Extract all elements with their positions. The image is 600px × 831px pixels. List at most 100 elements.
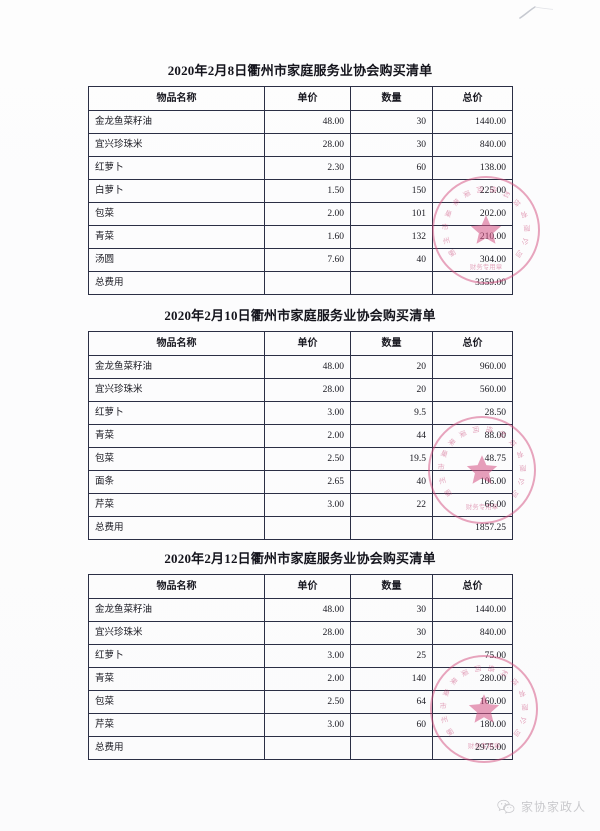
cell-total: 840.00 [432,621,513,645]
purchase-table-1: 物品名称 单价 数量 总价 金龙鱼菜籽油 48.00 30 1440.00 宜兴… [88,86,513,295]
table-row: 包菜 2.50 19.5 48.75 [88,447,513,471]
cell-item-name: 宜兴珍珠米 [88,621,265,645]
table-row: 包菜 2.50 64 160.00 [88,690,513,714]
cell-item-name: 青菜 [88,667,265,691]
cell-unit-price: 3.00 [264,401,351,425]
cell-quantity: 132 [350,225,433,249]
cell-total: 1440.00 [432,110,513,134]
table-row: 红萝卜 3.00 25 75.00 [88,644,513,668]
cell-unit-price: 48.00 [264,598,351,622]
cell-total: 180.00 [432,713,513,737]
table-title-2: 2020年2月10日衢州市家庭服务业协会购买清单 [164,308,436,323]
cell-item-name: 金龙鱼菜籽油 [88,598,265,622]
cell-unit-price: 2.00 [264,202,351,226]
cell-item-name: 包菜 [88,447,265,471]
cell-unit-price: 3.00 [264,644,351,668]
wechat-account-name: 家协家政人 [520,800,586,814]
cell-unit-price [264,516,351,540]
col-header-qty: 数量 [350,331,433,356]
table-row: 宜兴珍珠米 28.00 20 560.00 [88,378,513,402]
cell-total: 304.00 [432,248,513,272]
col-header-name: 物品名称 [88,574,265,599]
col-header-total: 总价 [432,86,513,111]
cell-total: 88.00 [432,424,513,448]
cell-item-name: 青菜 [88,424,265,448]
table-row: 金龙鱼菜籽油 48.00 30 1440.00 [88,598,513,622]
cell-quantity: 60 [350,156,433,180]
cell-unit-price [264,271,351,295]
col-header-qty: 数量 [350,86,433,111]
cell-quantity: 150 [350,179,433,203]
cell-quantity [350,271,433,295]
table-title-1: 2020年2月8日衢州市家庭服务业协会购买清单 [167,63,433,78]
table-header-row: 物品名称 单价 数量 总价 [88,574,513,599]
cell-quantity: 40 [350,470,433,494]
cell-total: 75.00 [432,644,513,668]
cell-item-name: 宜兴珍珠米 [88,133,265,157]
cell-total: 280.00 [432,667,513,691]
cell-quantity: 44 [350,424,433,448]
purchase-list-block-2: 2020年2月10日衢州市家庭服务业协会购买清单 物品名称 单价 数量 总价 金… [88,305,513,540]
purchase-table-3: 物品名称 单价 数量 总价 金龙鱼菜籽油 48.00 30 1440.00 宜兴… [88,574,513,760]
cell-grand-total: 1857.25 [432,516,513,540]
purchase-list-block-3: 2020年2月12日衢州市家庭服务业协会购买清单 物品名称 单价 数量 总价 金… [88,548,513,760]
col-header-total: 总价 [432,574,513,599]
purchase-table-2: 物品名称 单价 数量 总价 金龙鱼菜籽油 48.00 20 960.00 宜兴珍… [88,331,513,540]
cell-total: 560.00 [432,378,513,402]
table-row: 芹菜 3.00 22 66.00 [88,493,513,517]
cell-total: 840.00 [432,133,513,157]
cell-total: 66.00 [432,493,513,517]
table-row: 金龙鱼菜籽油 48.00 30 1440.00 [88,110,513,134]
cell-total: 960.00 [432,355,513,379]
wechat-signature: 家协家政人 [497,798,586,815]
cell-quantity: 19.5 [350,447,433,471]
table-row: 青菜 2.00 44 88.00 [88,424,513,448]
table-title-3: 2020年2月12日衢州市家庭服务业协会购买清单 [164,551,436,566]
cell-item-name: 红萝卜 [88,401,265,425]
cell-grand-total: 3359.00 [432,271,513,295]
cell-unit-price: 48.00 [264,110,351,134]
cell-item-name: 金龙鱼菜籽油 [88,355,265,379]
cell-quantity: 30 [350,598,433,622]
cell-unit-price: 7.60 [264,248,351,272]
cell-unit-price [264,736,351,760]
table-row: 宜兴珍珠米 28.00 30 840.00 [88,133,513,157]
table-row: 红萝卜 2.30 60 138.00 [88,156,513,180]
col-header-qty: 数量 [350,574,433,599]
wechat-icon [497,799,515,814]
cell-total: 202.00 [432,202,513,226]
cell-unit-price: 2.65 [264,470,351,494]
cell-quantity: 22 [350,493,433,517]
cell-unit-price: 2.50 [264,447,351,471]
cell-total: 138.00 [432,156,513,180]
cell-quantity: 30 [350,133,433,157]
cell-unit-price: 2.50 [264,690,351,714]
cell-unit-price: 28.00 [264,621,351,645]
table-row: 红萝卜 3.00 9.5 28.50 [88,401,513,425]
col-header-price: 单价 [264,86,351,111]
cell-item-name: 汤圆 [88,248,265,272]
cell-unit-price: 1.60 [264,225,351,249]
table-row: 汤圆 7.60 40 304.00 [88,248,513,272]
table-row: 面条 2.65 40 106.00 [88,470,513,494]
cell-quantity: 64 [350,690,433,714]
col-header-name: 物品名称 [88,331,265,356]
cell-total: 160.00 [432,690,513,714]
cell-unit-price: 28.00 [264,378,351,402]
cell-total: 48.75 [432,447,513,471]
table-row: 芹菜 3.00 60 180.00 [88,713,513,737]
cell-unit-price: 28.00 [264,133,351,157]
cell-item-name: 芹菜 [88,493,265,517]
cell-total-label: 总费用 [88,516,265,540]
table-total-row: 总费用 1857.25 [88,516,513,540]
cell-item-name: 宜兴珍珠米 [88,378,265,402]
cell-quantity: 30 [350,110,433,134]
cell-item-name: 红萝卜 [88,156,265,180]
cell-unit-price: 2.00 [264,667,351,691]
pen-stroke-mark-icon [519,6,554,19]
cell-total: 106.00 [432,470,513,494]
cell-quantity: 40 [350,248,433,272]
cell-total: 1440.00 [432,598,513,622]
cell-quantity [350,736,433,760]
